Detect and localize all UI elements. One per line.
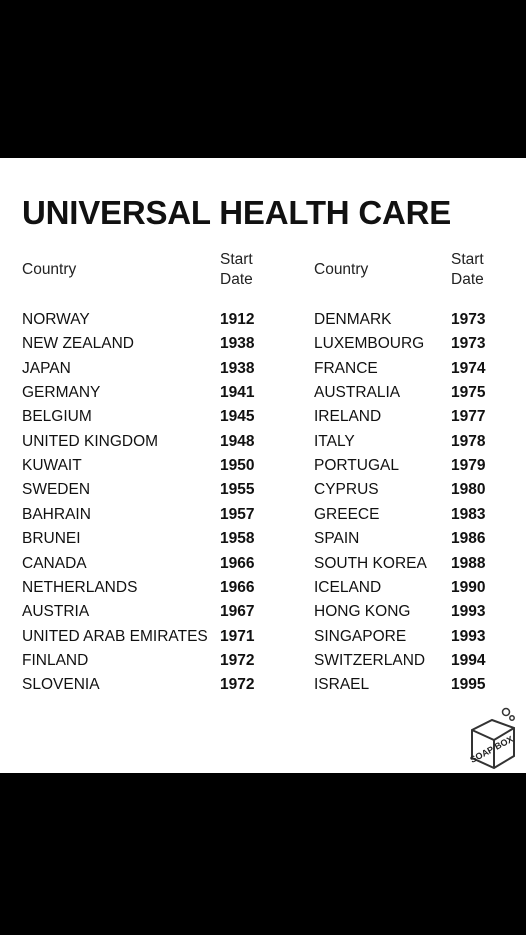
country: JAPAN bbox=[22, 359, 71, 377]
column-header: Country bbox=[314, 261, 369, 278]
country: FINLAND bbox=[22, 651, 89, 669]
country: IRELAND bbox=[314, 408, 382, 426]
country: NORWAY bbox=[22, 311, 90, 328]
country: AUSTRIA bbox=[22, 603, 90, 621]
title: UNIVERSAL HEALTH CARE bbox=[22, 194, 452, 231]
country: NETHERLANDS bbox=[22, 578, 138, 596]
country: SINGAPORE bbox=[314, 627, 407, 645]
start-year: 1958 bbox=[220, 530, 255, 548]
column-header: Start Date bbox=[220, 251, 253, 288]
country: CYPRUS bbox=[314, 481, 379, 499]
start-year: 1975 bbox=[451, 384, 486, 402]
country: GREECE bbox=[314, 505, 380, 523]
country: SOUTH KOREA bbox=[314, 554, 427, 572]
start-year: 1993 bbox=[451, 627, 486, 645]
start-year: 1980 bbox=[451, 481, 486, 499]
start-year: 1950 bbox=[220, 457, 255, 475]
start-year: 1957 bbox=[220, 505, 255, 523]
logo: SOAP BOX bbox=[468, 707, 515, 770]
country: DENMARK bbox=[314, 311, 392, 328]
start-year: 1966 bbox=[220, 554, 255, 572]
start-year: 1938 bbox=[220, 359, 255, 377]
start-year: 1973 bbox=[451, 335, 486, 353]
country: SPAIN bbox=[314, 530, 360, 548]
country: BELGIUM bbox=[22, 408, 92, 426]
country: ISRAEL bbox=[314, 676, 370, 694]
start-year: 1972 bbox=[220, 651, 255, 669]
start-year: 1986 bbox=[451, 530, 486, 548]
country: AUSTRALIA bbox=[314, 384, 401, 402]
country: ITALY bbox=[314, 432, 355, 450]
country: NEW ZEALAND bbox=[22, 335, 134, 353]
start-year: 1993 bbox=[451, 603, 486, 621]
start-year: 1974 bbox=[451, 359, 486, 377]
start-year: 1948 bbox=[220, 432, 255, 450]
column-header: Country bbox=[22, 261, 77, 278]
country: ICELAND bbox=[314, 578, 382, 596]
start-year: 1941 bbox=[220, 384, 255, 402]
country: SLOVENIA bbox=[22, 676, 100, 694]
start-year: 1990 bbox=[451, 578, 486, 596]
start-year: 1994 bbox=[451, 651, 486, 669]
start-year: 1967 bbox=[220, 603, 255, 621]
country: BAHRAIN bbox=[22, 505, 91, 523]
country: KUWAIT bbox=[22, 457, 82, 475]
country: UNITED KINGDOM bbox=[22, 432, 159, 450]
country: GERMANY bbox=[22, 384, 101, 402]
country: LUXEMBOURG bbox=[314, 335, 425, 353]
start-year: 1973 bbox=[451, 311, 486, 328]
country: BRUNEI bbox=[22, 530, 81, 548]
infographic-card: UNIVERSAL HEALTH CARE SOAP BOX Country St… bbox=[0, 158, 526, 773]
start-year: 1978 bbox=[451, 432, 486, 450]
start-year: 1912 bbox=[220, 311, 255, 328]
start-year: 1972 bbox=[220, 676, 255, 694]
start-year: 1955 bbox=[220, 481, 255, 499]
column-header: Start Date bbox=[451, 251, 484, 288]
country: SWEDEN bbox=[22, 481, 91, 499]
country: FRANCE bbox=[314, 359, 378, 377]
start-year: 1983 bbox=[451, 505, 486, 523]
start-year: 1971 bbox=[220, 627, 255, 645]
country: HONG KONG bbox=[314, 603, 411, 621]
country: SWITZERLAND bbox=[314, 651, 426, 669]
start-year: 1995 bbox=[451, 676, 486, 694]
start-year: 1979 bbox=[451, 457, 486, 475]
start-year: 1977 bbox=[451, 408, 486, 426]
country: UNITED ARAB EMIRATES bbox=[22, 627, 208, 645]
start-year: 1988 bbox=[451, 554, 486, 572]
start-year: 1966 bbox=[220, 578, 255, 596]
country: PORTUGAL bbox=[314, 457, 399, 475]
start-year: 1938 bbox=[220, 335, 255, 353]
country: CANADA bbox=[22, 554, 87, 572]
start-year: 1945 bbox=[220, 408, 255, 426]
